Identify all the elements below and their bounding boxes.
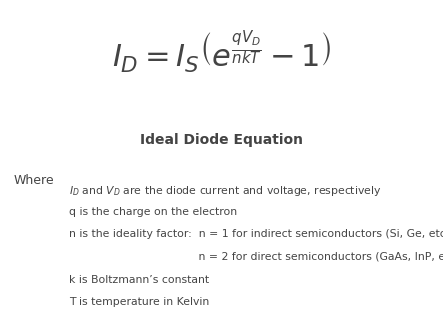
Text: $I_D$ and $V_D$ are the diode current and voltage, respectively: $I_D$ and $V_D$ are the diode current an… — [69, 184, 381, 198]
Text: k is Boltzmann’s constant: k is Boltzmann’s constant — [69, 275, 209, 285]
Text: Where: Where — [13, 174, 54, 187]
Text: Ideal Diode Equation: Ideal Diode Equation — [140, 133, 303, 147]
Text: $I_D = I_S\left( e^{\frac{qV_D}{nkT}} - 1 \right)$: $I_D = I_S\left( e^{\frac{qV_D}{nkT}} - … — [112, 30, 331, 76]
Text: n = 2 for direct semiconductors (GaAs, InP, etc.): n = 2 for direct semiconductors (GaAs, I… — [69, 252, 443, 262]
Text: T is temperature in Kelvin: T is temperature in Kelvin — [69, 297, 209, 307]
Text: q is the charge on the electron: q is the charge on the electron — [69, 207, 237, 217]
Text: n is the ideality factor:  n = 1 for indirect semiconductors (Si, Ge, etc.): n is the ideality factor: n = 1 for indi… — [69, 229, 443, 239]
